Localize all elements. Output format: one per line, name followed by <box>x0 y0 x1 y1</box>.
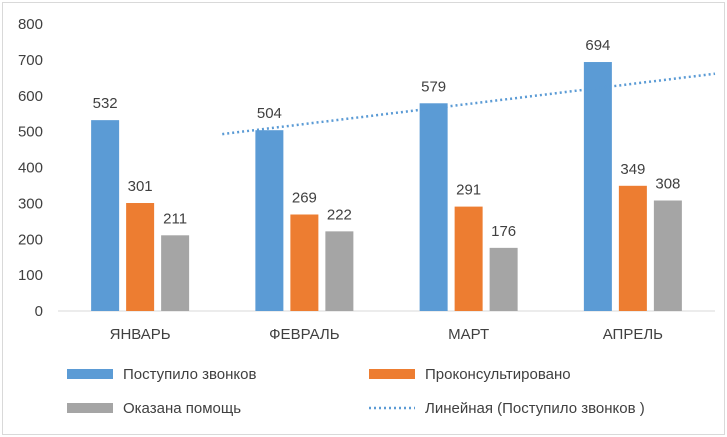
data-label: 211 <box>163 210 187 227</box>
legend-label: Линейная (Поступило звонков ) <box>425 400 645 417</box>
y-tick-label: 400 <box>18 160 43 177</box>
data-label: 301 <box>128 178 153 195</box>
legend-label: Оказана помощь <box>123 400 241 417</box>
bar <box>91 120 120 312</box>
bar <box>126 203 155 311</box>
x-tick-label: МАРТ <box>448 326 489 343</box>
data-label: 176 <box>491 223 516 240</box>
trendline-line <box>222 72 716 136</box>
y-tick-label: 600 <box>18 88 43 105</box>
data-label: 222 <box>327 206 352 223</box>
y-tick-label: 300 <box>18 195 43 212</box>
bar <box>618 185 647 311</box>
y-tick-label: 800 <box>18 16 43 33</box>
y-tick-label: 700 <box>18 52 43 69</box>
data-label: 694 <box>585 37 610 54</box>
bar <box>489 247 518 311</box>
y-tick-label: 200 <box>18 231 43 248</box>
legend-swatch <box>67 369 113 379</box>
x-tick-label: АПРЕЛЬ <box>603 326 663 343</box>
x-axis: ЯНВАРЬ ФЕВРАЛЬ МАРТ АПРЕЛЬ <box>110 326 664 343</box>
data-label: 269 <box>292 189 317 206</box>
bars <box>91 62 682 312</box>
data-labels: 532 301 211 504 269 222 579 291 176 694 349 308 <box>93 37 681 240</box>
x-tick-label: ФЕВРАЛЬ <box>269 326 340 343</box>
data-label: 291 <box>456 182 481 199</box>
bar <box>454 206 483 311</box>
data-label: 532 <box>93 95 118 112</box>
legend-swatch <box>67 403 113 413</box>
data-label: 308 <box>655 176 680 193</box>
bar <box>419 103 448 311</box>
legend-label: Проконсультировано <box>425 366 571 383</box>
legend-label: Поступило звонков <box>123 366 256 383</box>
data-label: 504 <box>257 105 282 122</box>
y-tick-label: 0 <box>35 303 43 320</box>
x-tick-label: ЯНВАРЬ <box>110 326 171 343</box>
y-tick-label: 500 <box>18 124 43 141</box>
bar <box>653 200 682 311</box>
trendline <box>222 72 716 136</box>
y-tick-label: 100 <box>18 267 43 284</box>
legend: Поступило звонков Проконсультировано Оказа… <box>67 366 645 417</box>
bar <box>290 214 319 311</box>
legend-swatch <box>369 369 415 379</box>
bar <box>161 235 190 311</box>
data-label: 579 <box>421 78 446 95</box>
bar <box>255 130 284 311</box>
bar <box>325 231 354 311</box>
bar <box>583 62 612 312</box>
data-label: 349 <box>620 161 645 178</box>
y-axis: 0 100 200 300 400 500 600 700 800 <box>18 16 43 320</box>
